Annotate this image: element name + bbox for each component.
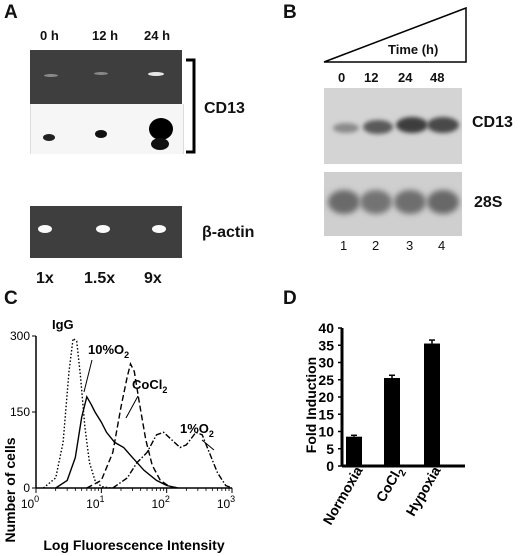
bar-hypoxia — [424, 343, 440, 466]
band-cd13-12h-faint — [94, 72, 108, 75]
bar-y-tick-label: 15 — [318, 406, 334, 422]
time-b-48: 48 — [430, 70, 445, 85]
band-cd13-0h — [43, 134, 55, 141]
band-actin-24h — [152, 225, 166, 233]
flow-y-tick-label: 150 — [10, 405, 30, 419]
band-actin-12h — [96, 225, 110, 233]
time-b-12: 12 — [364, 70, 379, 85]
curve-igg — [42, 337, 112, 489]
panel-letter-b: B — [283, 2, 297, 23]
time-wedge — [323, 6, 467, 63]
bar-label-cocl2: CoCl2 — [373, 463, 410, 506]
curve-label-1pct-o2: 1%O2 — [180, 421, 214, 439]
curve-label-cocl2: CoCl2 — [132, 377, 167, 395]
fold-label-1.5x: 1.5x — [84, 270, 116, 287]
time-header: Time (h) — [388, 42, 439, 57]
row-label-28s: 28S — [474, 194, 503, 211]
lane-number-1: 1 — [340, 238, 348, 253]
gel-cd13-ethidium — [30, 50, 182, 104]
row-label-cd13-a: CD13 — [204, 100, 245, 117]
bar-y-tick-label: 30 — [318, 355, 334, 371]
row-label-actin: β-actin — [202, 224, 255, 241]
band-actin-0h — [38, 225, 52, 233]
flow-ylabel: Number of cells — [2, 437, 18, 542]
band-b-cd13-lane2 — [363, 120, 393, 134]
curve-label-igg: IgG — [52, 317, 74, 332]
bar-ylabel: Fold Induction — [303, 357, 319, 453]
flow-x-tick-label: 103 — [217, 494, 235, 511]
time-b-0: 0 — [338, 70, 346, 85]
flow-y-tick-label: 0 — [23, 481, 30, 495]
flow-y-tick-label: 300 — [10, 329, 30, 343]
blot-cd13-southern — [30, 104, 184, 154]
flow-xlabel: Log Fluorescence Intensity — [43, 537, 224, 553]
northern-blot-28s — [324, 172, 462, 236]
band-b-cd13-lane3 — [396, 117, 428, 133]
fold-label-1x: 1x — [36, 270, 54, 287]
panel-letter-c: C — [4, 288, 18, 309]
band-28s-lane1 — [328, 190, 360, 214]
bar-y-tick-label: 5 — [326, 441, 334, 457]
bar-y-tick-label: 10 — [318, 424, 334, 440]
bar-y-tick-label: 35 — [318, 337, 334, 353]
time-label-12h: 12 h — [92, 28, 119, 43]
panel-letter-d: D — [283, 288, 297, 309]
bar-y-tick-label: 20 — [318, 389, 334, 405]
flow-x-tick-label: 101 — [86, 494, 104, 511]
band-cd13-24h-faint — [148, 72, 164, 76]
bar-series — [346, 339, 440, 466]
curve-1pct-o2 — [112, 431, 233, 489]
time-label-0h: 0 h — [40, 28, 59, 43]
bar-label-hypoxia: Hypoxia — [403, 463, 444, 518]
bar-y-tick-label: 40 — [318, 320, 334, 336]
bar-y-tick-label: 25 — [318, 372, 334, 388]
bar-cocl2 — [384, 378, 400, 466]
fold-label-9x: 9x — [144, 270, 162, 287]
lane-number-4: 4 — [438, 238, 446, 253]
band-cd13-24h-lower — [151, 138, 169, 150]
row-label-cd13-b: CD13 — [472, 114, 513, 131]
band-28s-lane3 — [394, 190, 426, 214]
band-28s-lane2 — [360, 190, 392, 214]
time-label-24h: 24 h — [144, 28, 171, 43]
gel-actin — [30, 206, 182, 258]
band-cd13-0h-faint — [44, 74, 58, 77]
bracket-cd13 — [186, 58, 196, 154]
time-b-24: 24 — [398, 70, 413, 85]
band-cd13-24h-strong — [149, 118, 173, 140]
bar-y-tick-label: 0 — [326, 458, 334, 474]
flow-axes: 0 150 300 100 101 102 103 — [10, 329, 235, 511]
bar-normoxia — [346, 436, 362, 466]
band-b-cd13-lane4 — [427, 117, 459, 133]
flow-histogram: 0 150 300 100 101 102 103 Number of cells Log … — [2, 317, 235, 553]
curve-pointer-cocl2 — [125, 395, 139, 419]
curve-label-10pct-o2: 10%O2 — [88, 342, 129, 360]
lane-number-3: 3 — [406, 238, 414, 253]
curve-pointer-10pct — [83, 359, 93, 393]
flow-curves — [42, 337, 233, 489]
band-cd13-12h — [95, 130, 107, 138]
band-28s-lane4 — [427, 190, 459, 214]
northern-blot-cd13 — [324, 88, 462, 164]
panel-letter-a: A — [4, 2, 18, 23]
flow-x-tick-label: 102 — [151, 494, 169, 511]
curve-cocl2 — [86, 361, 179, 489]
lane-number-2: 2 — [372, 238, 380, 253]
band-b-cd13-lane1 — [333, 123, 359, 133]
curve-10pct-o2 — [55, 394, 179, 489]
curve-pointer-1pct — [201, 439, 215, 451]
flow-x-tick-label: 100 — [21, 494, 39, 511]
